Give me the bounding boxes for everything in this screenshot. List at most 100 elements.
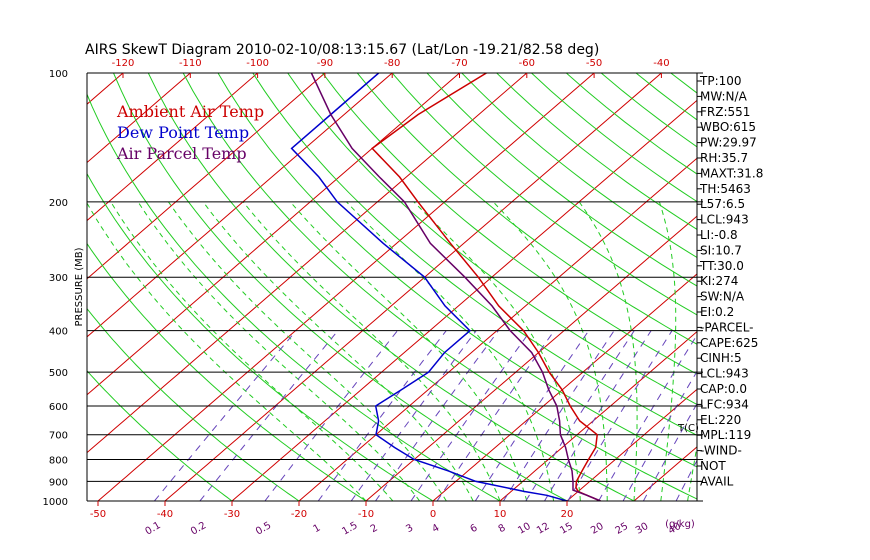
index-label: MAXT:31.8 (700, 166, 763, 180)
mixing-ratio-line (317, 330, 447, 501)
index-label: MW:N/A (700, 89, 748, 103)
top-temp-tick-label: -110 (179, 58, 202, 69)
isotherm-line (365, 215, 697, 501)
index-label: KI:274 (700, 274, 738, 288)
isotherm-line (633, 446, 697, 501)
bottom-temp-tick-label: -20 (291, 509, 307, 520)
mixing-ratio-label: 25 (614, 521, 631, 537)
dry-adiabat-line (322, 73, 697, 375)
index-label: SW:N/A (700, 290, 745, 304)
mixing-ratio-label: 3 (404, 522, 415, 535)
mixing-ratio-label: 20 (589, 521, 606, 537)
isotherm-line (164, 73, 662, 501)
mixing-ratio-label: 15 (558, 521, 575, 537)
isotherm-line (499, 330, 697, 501)
index-label: AVAIL (700, 474, 734, 488)
mixing-ratio-label: 12 (535, 521, 552, 537)
dry-adiabat-line (356, 73, 697, 345)
mixing-ratio-label: 0.1 (144, 520, 163, 537)
top-temp-tick-label: -70 (451, 58, 467, 69)
pressure-tick-label: 600 (49, 402, 68, 413)
dry-adiabat-line (87, 172, 434, 501)
index-label: EI:0.2 (700, 305, 734, 319)
bottom-temp-tick-label: 0 (430, 509, 436, 520)
bottom-temp-tick-label: -50 (90, 509, 106, 520)
mixing-ratio-label: 10 (516, 521, 533, 537)
index-label: SI:10.7 (700, 243, 742, 257)
dry-adiabat-line (113, 73, 568, 501)
bottom-temp-tick-label: -40 (157, 509, 173, 520)
pressure-tick-label: 400 (49, 327, 68, 338)
dry-adiabat-line (87, 370, 233, 501)
moist-adiabat-line (87, 202, 367, 501)
dry-adiabat-line (87, 307, 300, 501)
mixing-ratio-unit-label: (g/kg) (665, 519, 695, 530)
index-label: L57:6.5 (700, 197, 745, 211)
pressure-tick-label: 700 (49, 431, 68, 442)
mixing-ratio-label: 8 (497, 522, 508, 535)
legend-entry: Ambient Air Temp (116, 102, 264, 121)
series-line-air-parcel-temp (310, 73, 601, 501)
mixing-ratio-label: 2 (369, 522, 380, 535)
pressure-tick-label: 1000 (43, 497, 68, 508)
moist-adiabat-line (346, 201, 555, 501)
isotherm-line (0, 73, 56, 501)
dry-adiabat-line (87, 242, 367, 501)
mixing-ratio-label: 4 (430, 522, 441, 535)
mixing-ratio-label: 0.2 (189, 520, 208, 537)
index-label: -WIND- (700, 444, 742, 458)
top-temp-tick-label: -90 (317, 58, 333, 69)
index-label: CAPE:625 (700, 336, 758, 350)
mixing-ratio-label: 30 (634, 521, 651, 537)
isotherm-line (432, 273, 697, 501)
dry-adiabat-line (391, 73, 697, 316)
top-temp-tick-label: -40 (653, 58, 669, 69)
isotherm-line (97, 73, 595, 501)
mixing-ratio-line (567, 330, 673, 501)
index-label: RH:35.7 (700, 151, 748, 165)
mixing-ratio-label: 0.5 (254, 520, 273, 537)
dry-adiabat-line (252, 73, 697, 436)
index-label: LCL:943 (700, 213, 749, 227)
index-label: LFC:934 (700, 397, 749, 411)
dry-adiabat-line (217, 73, 697, 468)
dry-adiabat-line (461, 73, 697, 259)
index-label: WBO:615 (700, 120, 756, 134)
top-temp-tick-label: -60 (519, 58, 535, 69)
isotherm-line (87, 73, 460, 396)
bottom-temp-tick-label: 10 (494, 509, 507, 520)
index-label: TP:100 (699, 74, 742, 88)
mixing-ratio-line (410, 330, 531, 501)
profile-layer (290, 73, 601, 501)
index-label: FRZ:551 (700, 105, 750, 119)
pressure-tick-label: 100 (49, 69, 68, 80)
isotherm-line (298, 157, 697, 501)
chart-title: AIRS SkewT Diagram 2010-02-10/08:13:15.6… (85, 42, 599, 58)
isotherm-line (566, 388, 697, 501)
legend: Ambient Air Temp Dew Point Temp Air Parcel… (116, 102, 264, 163)
pressure-tick-label: 800 (49, 456, 68, 467)
series-line-dew-point-temp (290, 73, 568, 501)
temp-unit-label: T(C) (677, 423, 699, 434)
legend-entry: Air Parcel Temp (116, 144, 247, 163)
mixing-ratio-line (375, 330, 499, 501)
isotherm-line (87, 73, 326, 280)
mixing-ratio-line (199, 330, 339, 501)
isotherm-line (768, 73, 870, 501)
index-label: NOT (700, 459, 726, 473)
bottom-temp-tick-label: 20 (561, 509, 574, 520)
dry-adiabat-line (845, 73, 870, 501)
index-label: EL:220 (700, 413, 741, 427)
series-line-ambient-air-temp (371, 73, 601, 501)
moist-adiabat-line (289, 201, 528, 501)
dry-adiabat-line (182, 73, 697, 500)
dry-adiabat-line (775, 73, 870, 501)
axes-layer: 1002003004005006007008009001000PRESSURE … (43, 58, 703, 538)
index-label: TT:30.0 (699, 259, 744, 273)
moist-adiabat-line (167, 201, 447, 501)
pressure-tick-label: 900 (49, 477, 68, 488)
bottom-temp-tick-label: -10 (358, 509, 374, 520)
index-label: CAP:0.0 (700, 382, 747, 396)
